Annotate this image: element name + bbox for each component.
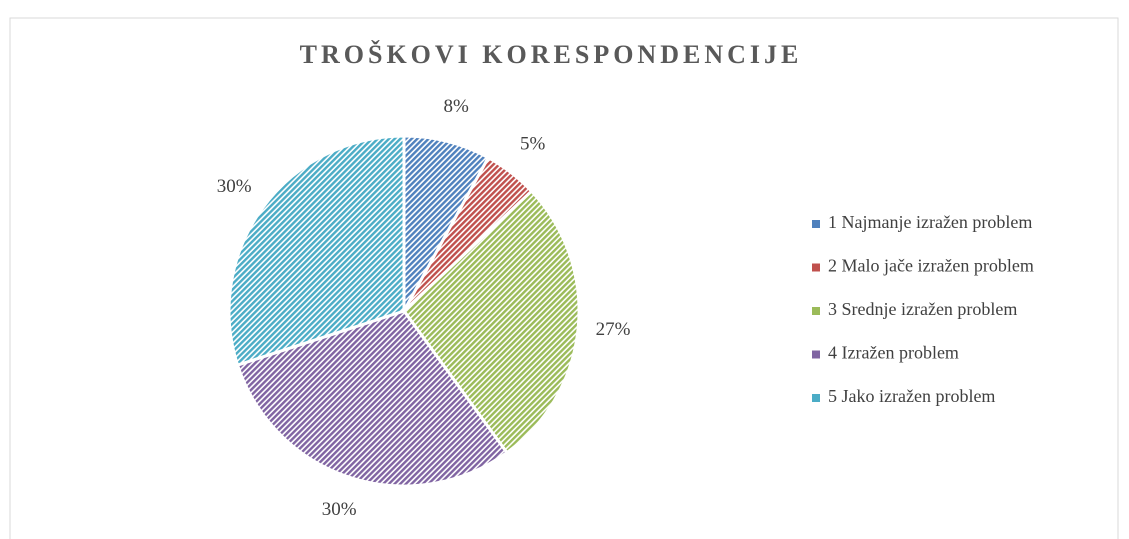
legend-swatch [812,307,820,315]
legend-swatch [812,394,820,402]
data-label: 5% [520,133,546,154]
data-label: 27% [596,319,631,340]
pie-slice [235,309,509,488]
legend-swatch [812,350,820,359]
legend-label: 3 Srednje izražen problem [828,299,1017,319]
chart-frame [9,17,1119,539]
data-label: 30% [217,176,252,197]
legend-label: 1 Najmanje izražen problem [828,212,1032,232]
legend-label: 2 Malo jače izražen problem [828,256,1034,276]
data-label: 30% [322,499,357,520]
data-label: 8% [444,96,470,117]
legend-swatch [812,263,820,272]
pie-slice [227,134,406,367]
legend-label: 5 Jako izražen problem [828,386,995,406]
legend-label: 4 Izražen problem [828,343,959,363]
legend-swatch [812,220,820,228]
pie-slice [402,189,581,455]
chart-title: TROŠKOVI KORESPONDENCIJE [300,40,803,69]
